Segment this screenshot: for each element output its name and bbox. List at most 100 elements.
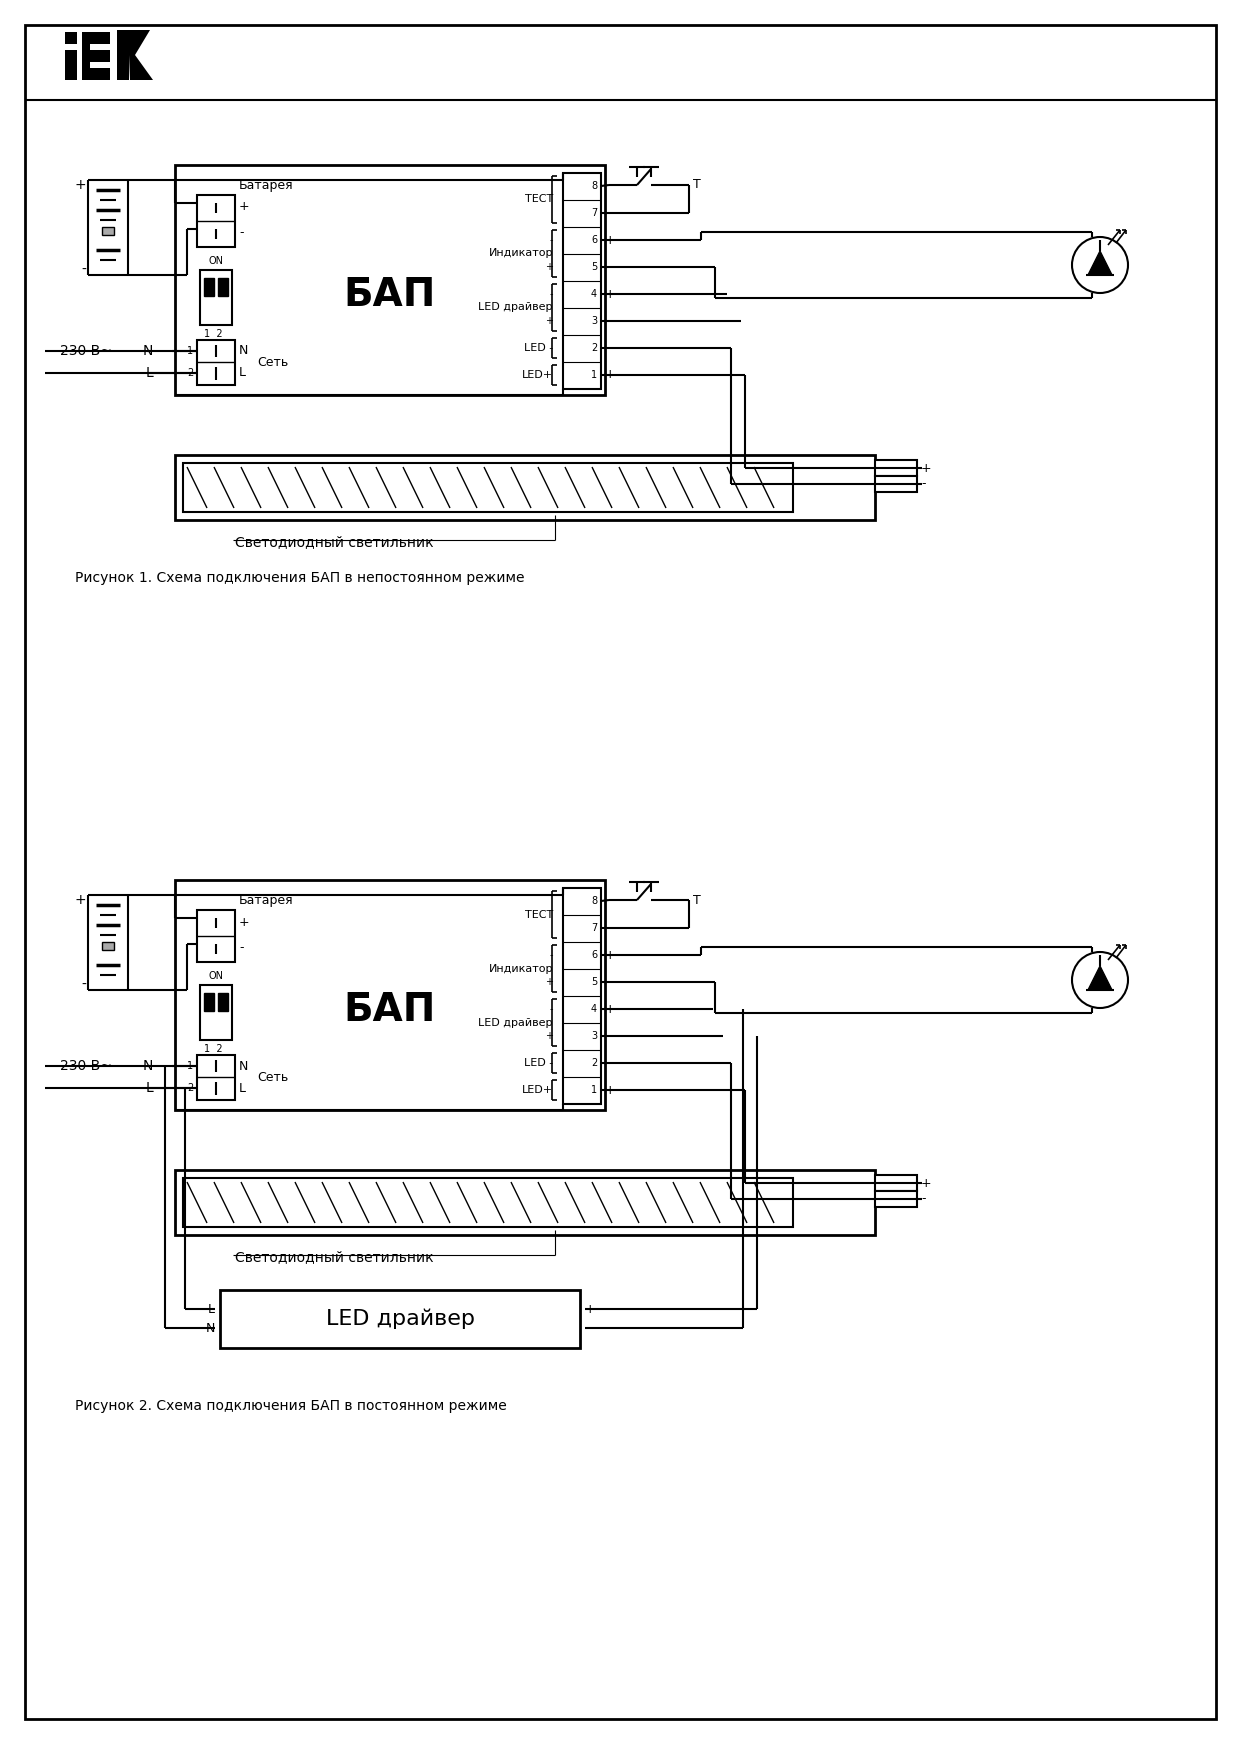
- Bar: [218, 992, 228, 1012]
- Text: 8: 8: [591, 896, 597, 905]
- Bar: [563, 173, 601, 389]
- Text: Индикатор: Индикатор: [489, 963, 553, 973]
- Polygon shape: [1088, 966, 1112, 991]
- Bar: [204, 277, 213, 296]
- Text: 6: 6: [591, 235, 597, 244]
- Text: N: N: [143, 1059, 153, 1073]
- Text: 2: 2: [591, 344, 597, 352]
- Text: -: -: [921, 478, 926, 490]
- Text: L: L: [240, 1081, 246, 1095]
- Text: -: -: [81, 263, 86, 277]
- Bar: [204, 992, 213, 1012]
- Text: Сеть: Сеть: [257, 1071, 288, 1083]
- Text: +: +: [545, 1031, 553, 1041]
- Text: L: L: [240, 366, 246, 380]
- Bar: [197, 910, 235, 963]
- Bar: [82, 31, 91, 80]
- Text: 7: 7: [591, 208, 597, 218]
- Text: L: L: [208, 1303, 215, 1315]
- Text: 3: 3: [591, 316, 597, 326]
- Text: LED -: LED -: [524, 1059, 553, 1067]
- Text: +: +: [606, 234, 616, 246]
- Text: LED+: LED+: [522, 1085, 553, 1095]
- Text: ТЕСТ: ТЕСТ: [525, 195, 553, 204]
- Bar: [175, 881, 606, 1109]
- Bar: [175, 166, 606, 394]
- Bar: [197, 195, 235, 248]
- Text: +: +: [606, 288, 616, 300]
- Text: +: +: [545, 262, 553, 272]
- Bar: [200, 985, 232, 1039]
- Text: -: -: [606, 260, 609, 274]
- Text: БАП: БАП: [344, 991, 436, 1029]
- Text: +: +: [921, 1177, 932, 1189]
- Text: -: -: [606, 1029, 609, 1043]
- Bar: [175, 455, 875, 520]
- Polygon shape: [129, 56, 153, 80]
- Text: LED драйвер: LED драйвер: [479, 302, 553, 312]
- Bar: [218, 277, 228, 296]
- Text: N: N: [143, 344, 153, 358]
- Text: +: +: [606, 1083, 616, 1097]
- Text: LED+: LED+: [522, 370, 553, 380]
- Text: -: -: [606, 342, 609, 354]
- Text: ТЕСТ: ТЕСТ: [525, 910, 553, 919]
- Polygon shape: [1088, 251, 1112, 276]
- Text: Рисунок 2. Схема подключения БАП в постоянном режиме: Рисунок 2. Схема подключения БАП в посто…: [74, 1399, 506, 1413]
- Text: +: +: [545, 316, 553, 326]
- Text: -: -: [550, 235, 553, 244]
- Text: LED драйвер: LED драйвер: [479, 1017, 553, 1027]
- Text: -: -: [240, 942, 243, 954]
- Text: +: +: [240, 916, 249, 928]
- Text: LED -: LED -: [524, 344, 553, 352]
- Text: ON: ON: [208, 971, 223, 980]
- Bar: [117, 30, 129, 80]
- Text: 1: 1: [187, 345, 194, 356]
- Text: -: -: [921, 1193, 926, 1205]
- Text: 1: 1: [591, 370, 597, 380]
- Text: -: -: [585, 1322, 589, 1334]
- Bar: [197, 340, 235, 385]
- Text: +: +: [240, 201, 249, 213]
- Bar: [200, 270, 232, 324]
- Text: -: -: [550, 950, 553, 959]
- Text: Светодиодный светильник: Светодиодный светильник: [235, 1250, 433, 1264]
- Text: -: -: [550, 1005, 553, 1013]
- Text: 7: 7: [591, 923, 597, 933]
- Text: 6: 6: [591, 950, 597, 959]
- Text: -: -: [240, 227, 243, 239]
- Text: Батарея: Батарея: [240, 178, 294, 192]
- Text: 2: 2: [186, 1083, 194, 1093]
- Text: L: L: [145, 1081, 153, 1095]
- Bar: [182, 462, 793, 513]
- Text: +: +: [585, 1303, 596, 1315]
- Text: LED драйвер: LED драйвер: [325, 1308, 474, 1329]
- Text: -: -: [550, 290, 553, 298]
- Text: 3: 3: [591, 1031, 597, 1041]
- Text: 4: 4: [591, 290, 597, 298]
- Text: Светодиодный светильник: Светодиодный светильник: [235, 535, 433, 549]
- Text: +: +: [545, 977, 553, 987]
- Text: L: L: [145, 366, 153, 380]
- Text: +: +: [921, 462, 932, 474]
- Text: T: T: [692, 178, 701, 192]
- Bar: [875, 1175, 917, 1191]
- Text: N: N: [240, 1060, 248, 1073]
- Text: 8: 8: [591, 181, 597, 192]
- Text: +: +: [74, 178, 86, 192]
- Text: ON: ON: [208, 256, 223, 267]
- Text: N: N: [206, 1322, 215, 1334]
- Text: БАП: БАП: [344, 276, 436, 314]
- Text: 230 В~: 230 В~: [60, 344, 112, 358]
- Bar: [82, 68, 110, 80]
- Text: -: -: [606, 314, 609, 328]
- Text: Сеть: Сеть: [257, 356, 288, 368]
- Text: +: +: [606, 368, 616, 382]
- Text: +: +: [74, 893, 86, 907]
- Text: 5: 5: [591, 977, 597, 987]
- Text: N: N: [240, 345, 248, 358]
- Bar: [65, 51, 77, 80]
- Bar: [102, 227, 114, 235]
- Text: -: -: [606, 975, 609, 989]
- Bar: [65, 31, 77, 44]
